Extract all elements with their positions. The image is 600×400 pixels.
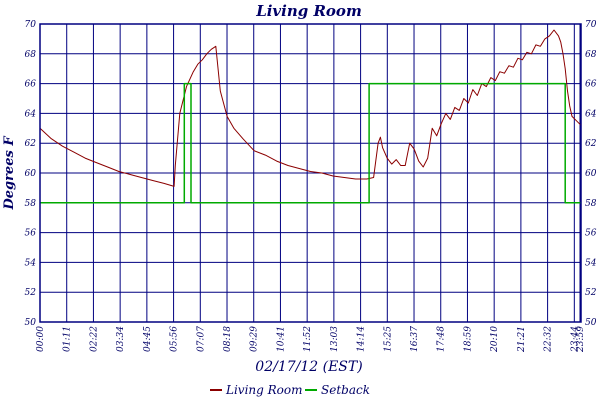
y-tick-label: 56	[585, 229, 597, 239]
y-tick-label: 62	[25, 139, 37, 149]
y-tick-label: 58	[25, 199, 37, 209]
x-tick-label: 09:29	[250, 326, 260, 352]
y-tick-label: 56	[25, 229, 37, 239]
y-tick-label: 64	[25, 109, 37, 119]
x-tick-label: 11:52	[303, 326, 313, 352]
plot-series	[39, 29, 582, 204]
y-tick-label: 64	[585, 109, 597, 119]
y-tick-label: 54	[585, 258, 597, 268]
y-tick-label: 68	[585, 50, 597, 60]
x-tick-label: 21:21	[517, 326, 527, 353]
x-tick-label: 00:00	[36, 326, 46, 352]
x-tick-labels: 00:00 01:11 02:22 03:34 04:45 05:56 07:07 08:18…	[36, 326, 586, 353]
series-line-setback	[40, 82, 581, 204]
y-tick-label: 68	[25, 50, 37, 60]
plot-frame	[39, 23, 582, 323]
x-tick-label: 17:48	[437, 326, 447, 352]
x-tick-label: 23:44	[570, 326, 580, 353]
x-tick-label: 22:32	[544, 326, 554, 353]
y-axis-label: Degrees F	[2, 136, 17, 211]
y-tick-label: 70	[585, 20, 597, 30]
x-tick-label: 02:22	[89, 326, 99, 352]
legend-label-setback[interactable]: Setback	[321, 383, 370, 397]
x-axis-label: 02/17/12 (EST)	[255, 359, 362, 375]
x-tick-label: 05:56	[170, 326, 180, 352]
y-tick-label: 50	[585, 318, 597, 328]
y-tick-label: 66	[25, 80, 37, 90]
legend[interactable]: Living Room Setback	[210, 383, 370, 397]
x-tick-label: 18:59	[463, 326, 473, 352]
y-tick-label: 52	[25, 288, 37, 298]
y-tick-label: 62	[585, 139, 597, 149]
x-tick-label: 07:07	[196, 326, 206, 352]
y-tick-label: 60	[25, 169, 37, 179]
y-tick-label: 70	[25, 20, 37, 30]
x-tick-label: 08:18	[223, 326, 233, 352]
x-tick-label: 01:11	[63, 326, 73, 352]
y-tick-label: 54	[25, 258, 37, 268]
x-tick-label: 14:14	[357, 326, 367, 352]
x-tick-label: 04:45	[143, 326, 153, 352]
x-tick-label: 10:41	[276, 326, 286, 352]
y-tick-labels-right: 50 52 54 56 58 60 62 64 66 68 70	[585, 20, 597, 328]
x-tick-label: 16:37	[410, 326, 420, 352]
x-tick-label: 13:03	[330, 326, 340, 352]
x-tick-label: 23:59	[576, 326, 586, 353]
y-tick-labels-left: 50 52 54 56 58 60 62 64 66 68 70	[25, 20, 37, 328]
chart-title: Living Room	[255, 2, 362, 20]
series-line-living-room	[39, 29, 582, 187]
x-tick-label: 15:25	[383, 326, 393, 352]
y-tick-label: 52	[585, 288, 597, 298]
y-tick-label: 58	[585, 199, 597, 209]
y-tick-label: 50	[25, 318, 37, 328]
x-tick-label: 03:34	[116, 326, 126, 352]
x-tick-label: 20:10	[490, 326, 500, 353]
legend-label-living-room[interactable]: Living Room	[225, 383, 303, 397]
y-tick-label: 66	[585, 80, 597, 90]
y-tick-label: 60	[585, 169, 597, 179]
